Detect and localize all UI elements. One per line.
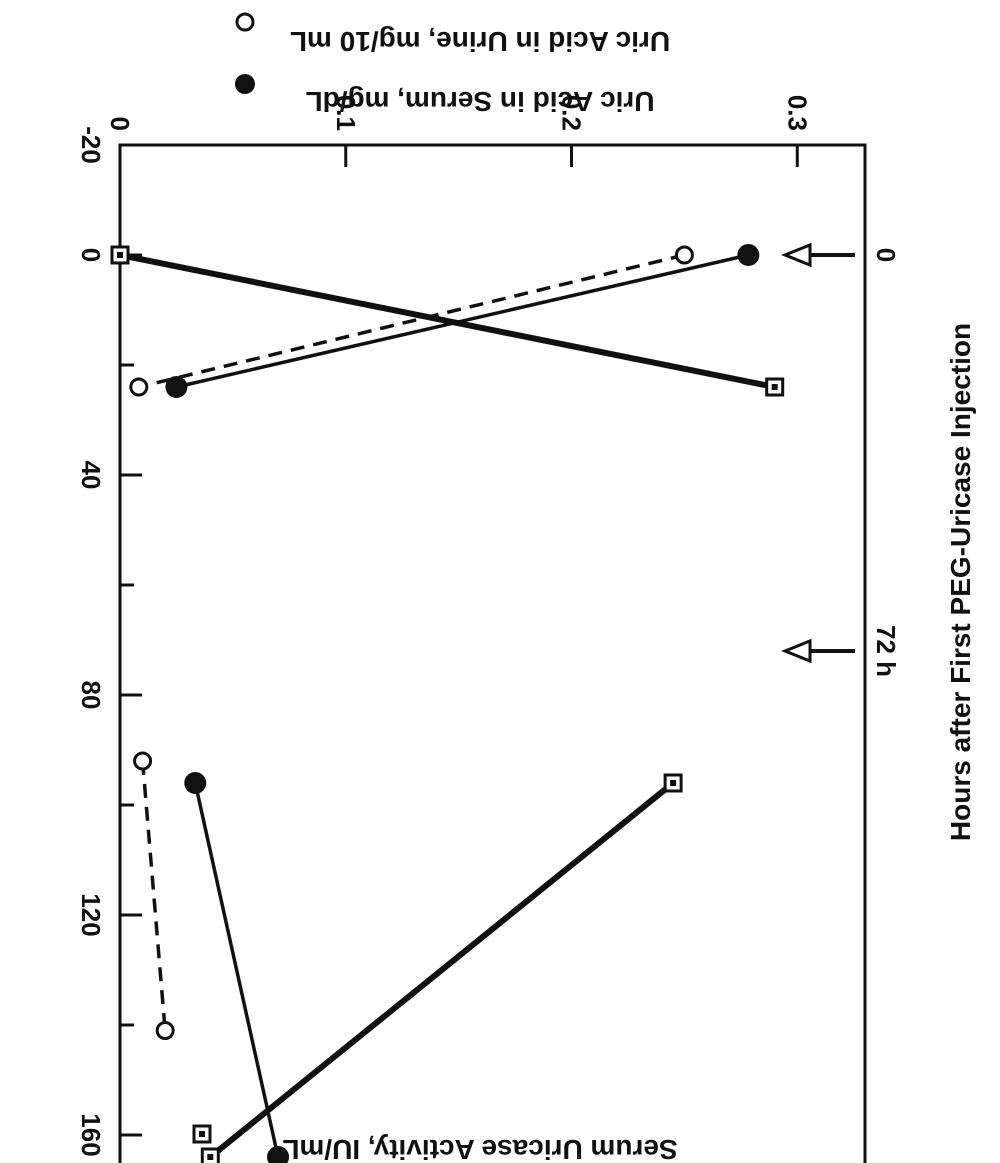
y-right-axis-label-serum: Uric Acid in Serum, mg/dL — [305, 86, 654, 117]
x-tick-label: -20 — [76, 126, 106, 164]
x-tick-label: 160 — [76, 1113, 106, 1156]
x-tick-label: 40 — [76, 461, 106, 490]
data-point-inner-uricase — [670, 780, 676, 786]
data-point-serum — [738, 245, 758, 265]
y-left-axis-label: Serum Uricase Activity, IU/mL — [282, 1134, 677, 1163]
y-left-tick-label: 0 — [105, 117, 135, 131]
data-point-inner-uricase — [117, 252, 123, 258]
plot-frame — [120, 145, 865, 1163]
data-point-urine — [131, 379, 147, 395]
arrow-head — [785, 641, 810, 661]
annotation-label: 72 h — [871, 625, 901, 677]
data-point-urine — [135, 753, 151, 769]
plot-area: -200408012016000.10.20.30369072 h — [76, 95, 901, 1163]
arrow-head — [785, 245, 810, 265]
x-tick-label: 0 — [76, 248, 106, 262]
y-right-axis-label-urine: Uric Acid in Urine, mg/10 mL — [290, 26, 670, 57]
series-layer — [112, 245, 783, 1163]
series-line-uricase — [210, 783, 673, 1157]
series-line-uricase — [120, 255, 775, 387]
legend-marker-urine — [237, 14, 253, 30]
data-point-inner-uricase — [772, 384, 778, 390]
x-tick-label: 80 — [76, 681, 106, 710]
data-point-serum — [185, 773, 205, 793]
x-axis-label: Hours after First PEG-Uricase Injection — [945, 323, 976, 841]
data-point-urine — [676, 247, 692, 263]
legend-marker-serum — [235, 74, 255, 94]
legend-marker-uricase-inner — [199, 1131, 205, 1137]
series-line-urine — [143, 761, 166, 1031]
data-point-urine — [157, 1023, 173, 1039]
y-left-tick-label: 0.3 — [782, 95, 812, 131]
data-point-inner-uricase — [207, 1154, 213, 1160]
x-tick-label: 120 — [76, 893, 106, 936]
annotation-arrow: 72 h — [785, 625, 901, 677]
tick-layer: -200408012016000.10.20.30369072 h — [76, 95, 901, 1163]
annotation-arrow: 0 — [785, 245, 901, 265]
annotation-label: 0 — [871, 248, 901, 262]
series-line-serum — [195, 783, 278, 1157]
